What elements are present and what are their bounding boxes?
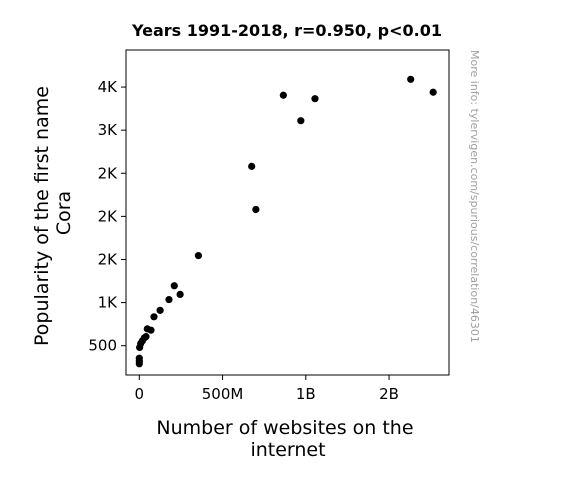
y-tick-label: 1K	[98, 294, 119, 312]
y-tick-label: 4K	[98, 78, 119, 96]
data-point	[252, 205, 260, 214]
data-point	[135, 354, 143, 362]
x-axis-label-line-2: internet	[250, 439, 325, 461]
x-tick-label: 0	[135, 385, 145, 403]
data-point	[150, 313, 158, 321]
plot-frame	[125, 49, 450, 376]
data-point	[165, 295, 173, 304]
watermark-text: More info: tylervigen.com/spurious/corre…	[468, 50, 481, 343]
data-point	[429, 88, 437, 96]
y-axis-label: Popularity of the first name Cora	[31, 80, 75, 346]
data-point	[248, 162, 256, 170]
watermark-group: More info: tylervigen.com/spurious/corre…	[468, 50, 481, 343]
y-tick-label: 2K	[98, 164, 119, 182]
data-point	[194, 252, 203, 260]
y-axis-ticks: 500 1K 2K 2K 2K 3K 4K	[88, 78, 126, 355]
x-axis-label: Number of websites on the internet	[156, 417, 419, 461]
y-tick-label: 2K	[98, 207, 119, 225]
data-point	[142, 333, 150, 341]
data-point	[176, 290, 184, 298]
data-point	[170, 282, 178, 290]
x-axis-label-line-1: Number of websites on the	[156, 417, 413, 439]
data-point	[279, 91, 287, 99]
x-axis-ticks: 0 500M 1B 2B	[135, 375, 399, 403]
data-point	[156, 306, 164, 314]
y-axis-label-group: Popularity of the first name Cora	[31, 80, 75, 346]
x-tick-label: 2B	[379, 385, 399, 403]
y-tick-label: 500	[88, 337, 117, 355]
data-point	[407, 75, 415, 83]
x-tick-label: 500M	[202, 385, 244, 403]
data-point	[147, 326, 155, 334]
y-axis-label-line-1: Popularity of the first name	[31, 86, 53, 346]
data-point	[297, 117, 305, 125]
y-tick-label: 3K	[98, 121, 119, 139]
chart-title: Years 1991-2018, r=0.950, p<0.01	[131, 21, 442, 40]
data-points	[135, 75, 437, 368]
y-axis-label-line-2: Cora	[53, 191, 75, 235]
x-tick-label: 1B	[296, 385, 316, 403]
y-tick-label: 2K	[98, 250, 119, 268]
data-point	[311, 95, 319, 103]
